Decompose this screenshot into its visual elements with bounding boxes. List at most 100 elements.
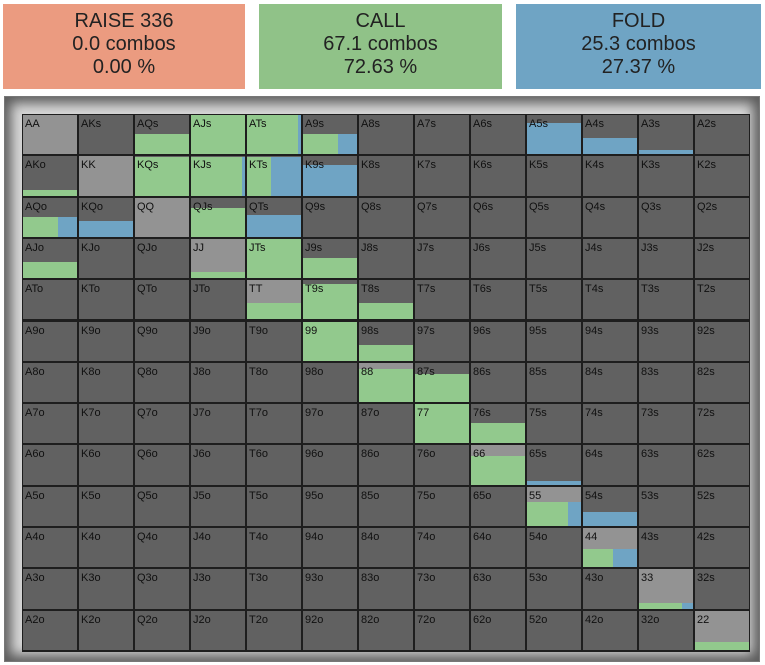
hand-cell[interactable]: 62o — [471, 610, 525, 650]
hand-cell[interactable]: 85o — [359, 486, 413, 526]
hand-cell[interactable]: 65s — [527, 445, 581, 485]
hand-cell[interactable]: 64s — [583, 445, 637, 485]
hand-cell[interactable]: J4o — [191, 528, 245, 568]
hand-cell[interactable]: 44 — [583, 528, 637, 568]
hand-cell[interactable]: 84s — [583, 362, 637, 403]
hand-cell[interactable]: A2s — [695, 115, 749, 155]
hand-cell[interactable]: T3o — [247, 569, 301, 609]
hand-cell[interactable]: T5s — [527, 280, 581, 320]
hand-cell[interactable]: 54o — [527, 528, 581, 568]
hand-cell[interactable]: A6o — [23, 445, 77, 485]
hand-cell[interactable]: K2s — [695, 156, 749, 196]
hand-cell[interactable]: T7o — [247, 404, 301, 444]
hand-cell[interactable]: Q5o — [135, 486, 189, 526]
hand-cell[interactable]: ATs — [247, 115, 301, 155]
hand-cell[interactable]: 54s — [583, 486, 637, 526]
hand-cell[interactable]: 53s — [639, 486, 693, 526]
hand-cell[interactable]: 99 — [303, 321, 357, 361]
hand-cell[interactable]: 87s — [415, 362, 469, 403]
hand-cell[interactable]: QJo — [135, 238, 189, 279]
call-action-panel[interactable]: CALL 67.1 combos 72.63 % — [259, 4, 502, 89]
hand-cell[interactable]: 82o — [359, 610, 413, 650]
hand-cell[interactable]: 72s — [695, 404, 749, 444]
hand-cell[interactable]: 33 — [639, 569, 693, 609]
hand-cell[interactable]: K7o — [79, 404, 133, 444]
hand-cell[interactable]: JTs — [247, 238, 301, 279]
hand-cell[interactable]: 65o — [471, 486, 525, 526]
hand-cell[interactable]: 43o — [583, 569, 637, 609]
hand-cell[interactable]: AQs — [135, 115, 189, 155]
hand-cell[interactable]: 52o — [527, 610, 581, 650]
hand-cell[interactable]: KJo — [79, 238, 133, 279]
hand-cell[interactable]: KJs — [191, 156, 245, 196]
hand-cell[interactable]: Q2s — [695, 197, 749, 237]
hand-cell[interactable]: KTo — [79, 280, 133, 320]
hand-cell[interactable]: J3s — [639, 238, 693, 279]
hand-cell[interactable]: KQo — [79, 197, 133, 237]
hand-cell[interactable]: 73s — [639, 404, 693, 444]
hand-cell[interactable]: 87o — [359, 404, 413, 444]
hand-cell[interactable]: 86o — [359, 445, 413, 485]
hand-cell[interactable]: J6s — [471, 238, 525, 279]
hand-cell[interactable]: J3o — [191, 569, 245, 609]
hand-cell[interactable]: T6o — [247, 445, 301, 485]
hand-cell[interactable]: AQo — [23, 197, 77, 237]
hand-cell[interactable]: 62s — [695, 445, 749, 485]
hand-cell[interactable]: A7o — [23, 404, 77, 444]
hand-cell[interactable]: 82s — [695, 362, 749, 403]
hand-cell[interactable]: 84o — [359, 528, 413, 568]
hand-cell[interactable]: Q5s — [527, 197, 581, 237]
hand-cell[interactable]: A6s — [471, 115, 525, 155]
hand-cell[interactable]: Q9o — [135, 321, 189, 361]
hand-cell[interactable]: Q7o — [135, 404, 189, 444]
hand-cell[interactable]: QTs — [247, 197, 301, 237]
hand-cell[interactable]: J6o — [191, 445, 245, 485]
hand-cell[interactable]: QTo — [135, 280, 189, 320]
hand-cell[interactable]: 97s — [415, 321, 469, 361]
hand-cell[interactable]: 86s — [471, 362, 525, 403]
hand-cell[interactable]: AJo — [23, 238, 77, 279]
hand-cell[interactable]: T8s — [359, 280, 413, 320]
hand-cell[interactable]: 63o — [471, 569, 525, 609]
hand-cell[interactable]: T4s — [583, 280, 637, 320]
fold-action-panel[interactable]: FOLD 25.3 combos 27.37 % — [516, 4, 761, 89]
hand-cell[interactable]: 75o — [415, 486, 469, 526]
hand-cell[interactable]: A3s — [639, 115, 693, 155]
hand-cell[interactable]: 76o — [415, 445, 469, 485]
hand-cell[interactable]: K3o — [79, 569, 133, 609]
hand-cell[interactable]: A5s — [527, 115, 581, 155]
hand-cell[interactable]: T2o — [247, 610, 301, 650]
hand-cell[interactable]: 43s — [639, 528, 693, 568]
hand-cell[interactable]: 63s — [639, 445, 693, 485]
hand-cell[interactable]: J9o — [191, 321, 245, 361]
hand-cell[interactable]: T6s — [471, 280, 525, 320]
hand-cell[interactable]: A4o — [23, 528, 77, 568]
hand-cell[interactable]: Q8s — [359, 197, 413, 237]
hand-cell[interactable]: J2o — [191, 610, 245, 650]
hand-cell[interactable]: 93s — [639, 321, 693, 361]
hand-cell[interactable]: A3o — [23, 569, 77, 609]
hand-cell[interactable]: 77 — [415, 404, 469, 444]
hand-cell[interactable]: 32o — [639, 610, 693, 650]
hand-cell[interactable]: 72o — [415, 610, 469, 650]
hand-cell[interactable]: 32s — [695, 569, 749, 609]
hand-cell[interactable]: J5o — [191, 486, 245, 526]
hand-cell[interactable]: JJ — [191, 238, 245, 279]
hand-cell[interactable]: KK — [79, 156, 133, 196]
hand-cell[interactable]: 74o — [415, 528, 469, 568]
hand-cell[interactable]: 42s — [695, 528, 749, 568]
hand-cell[interactable]: K9o — [79, 321, 133, 361]
hand-cell[interactable]: QJs — [191, 197, 245, 237]
hand-cell[interactable]: AKo — [23, 156, 77, 196]
hand-cell[interactable]: J5s — [527, 238, 581, 279]
hand-cell[interactable]: 88 — [359, 362, 413, 403]
hand-cell[interactable]: 92s — [695, 321, 749, 361]
hand-cell[interactable]: A2o — [23, 610, 77, 650]
hand-cell[interactable]: A9s — [303, 115, 357, 155]
hand-cell[interactable]: J7s — [415, 238, 469, 279]
hand-cell[interactable]: T9o — [247, 321, 301, 361]
hand-cell[interactable]: K5s — [527, 156, 581, 196]
hand-cell[interactable]: AKs — [79, 115, 133, 155]
hand-cell[interactable]: AA — [23, 115, 77, 155]
hand-cell[interactable]: 93o — [303, 569, 357, 609]
